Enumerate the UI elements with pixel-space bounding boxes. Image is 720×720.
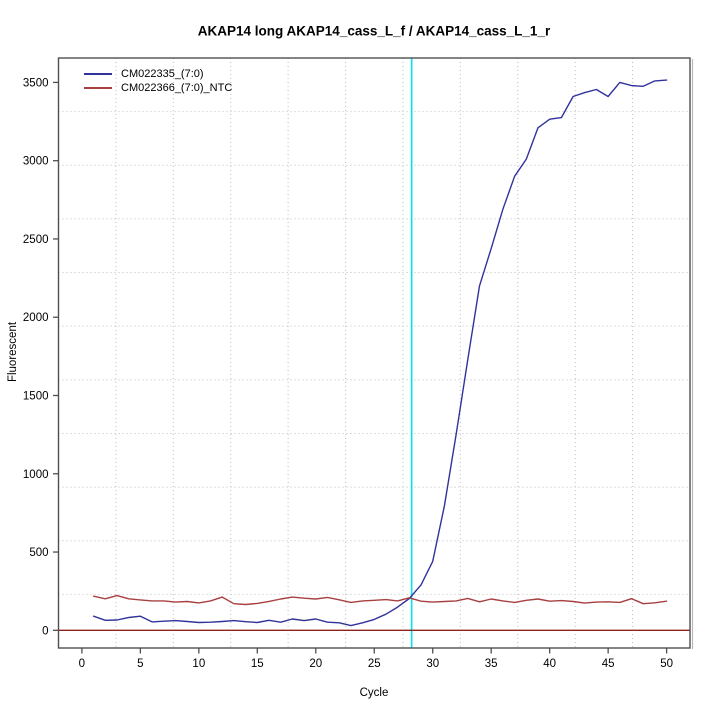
x-tick-label: 30 [426, 658, 439, 670]
legend-label-ntc: CM022366_(7:0)_NTC [121, 82, 233, 94]
x-tick-label: 25 [368, 658, 381, 670]
y-tick-label: 2000 [23, 312, 49, 324]
legend-line-swatch-ntc [84, 87, 112, 89]
y-tick-label: 3000 [23, 156, 49, 168]
legend-line-swatch-sample [84, 73, 112, 75]
legend-item-sample: CM022335_(7:0) [84, 67, 232, 81]
series-line-sample [92, 79, 668, 627]
y-tick-label: 500 [29, 547, 48, 559]
y-tick-label: 3500 [23, 77, 49, 89]
series-line-ntc [92, 594, 668, 606]
y-axis-title: Fluorescent [7, 321, 19, 383]
x-tick-label: 10 [192, 658, 205, 670]
y-tick-label: 1000 [23, 469, 49, 481]
legend: CM022335_(7:0) CM022366_(7:0)_NTC [84, 67, 232, 95]
x-tick-label: 15 [251, 658, 264, 670]
y-tick-label: 1500 [23, 391, 49, 403]
plot-box [57, 57, 691, 649]
x-tick-label: 40 [543, 658, 556, 670]
x-axis-title: Cycle [359, 687, 389, 699]
x-tick-label: 0 [79, 658, 85, 670]
chart-title: AKAP14 long AKAP14_cass_L_f / AKAP14_cas… [197, 23, 551, 39]
x-tick-label: 20 [309, 658, 322, 670]
legend-item-ntc: CM022366_(7:0)_NTC [84, 81, 232, 95]
legend-label-sample: CM022335_(7:0) [121, 68, 204, 80]
x-tick-label: 50 [660, 658, 673, 670]
x-tick-label: 45 [602, 658, 615, 670]
y-tick-label: 0 [42, 625, 48, 637]
x-tick-label: 35 [485, 658, 498, 670]
y-tick-label: 2500 [23, 234, 49, 246]
x-tick-label: 5 [137, 658, 143, 670]
